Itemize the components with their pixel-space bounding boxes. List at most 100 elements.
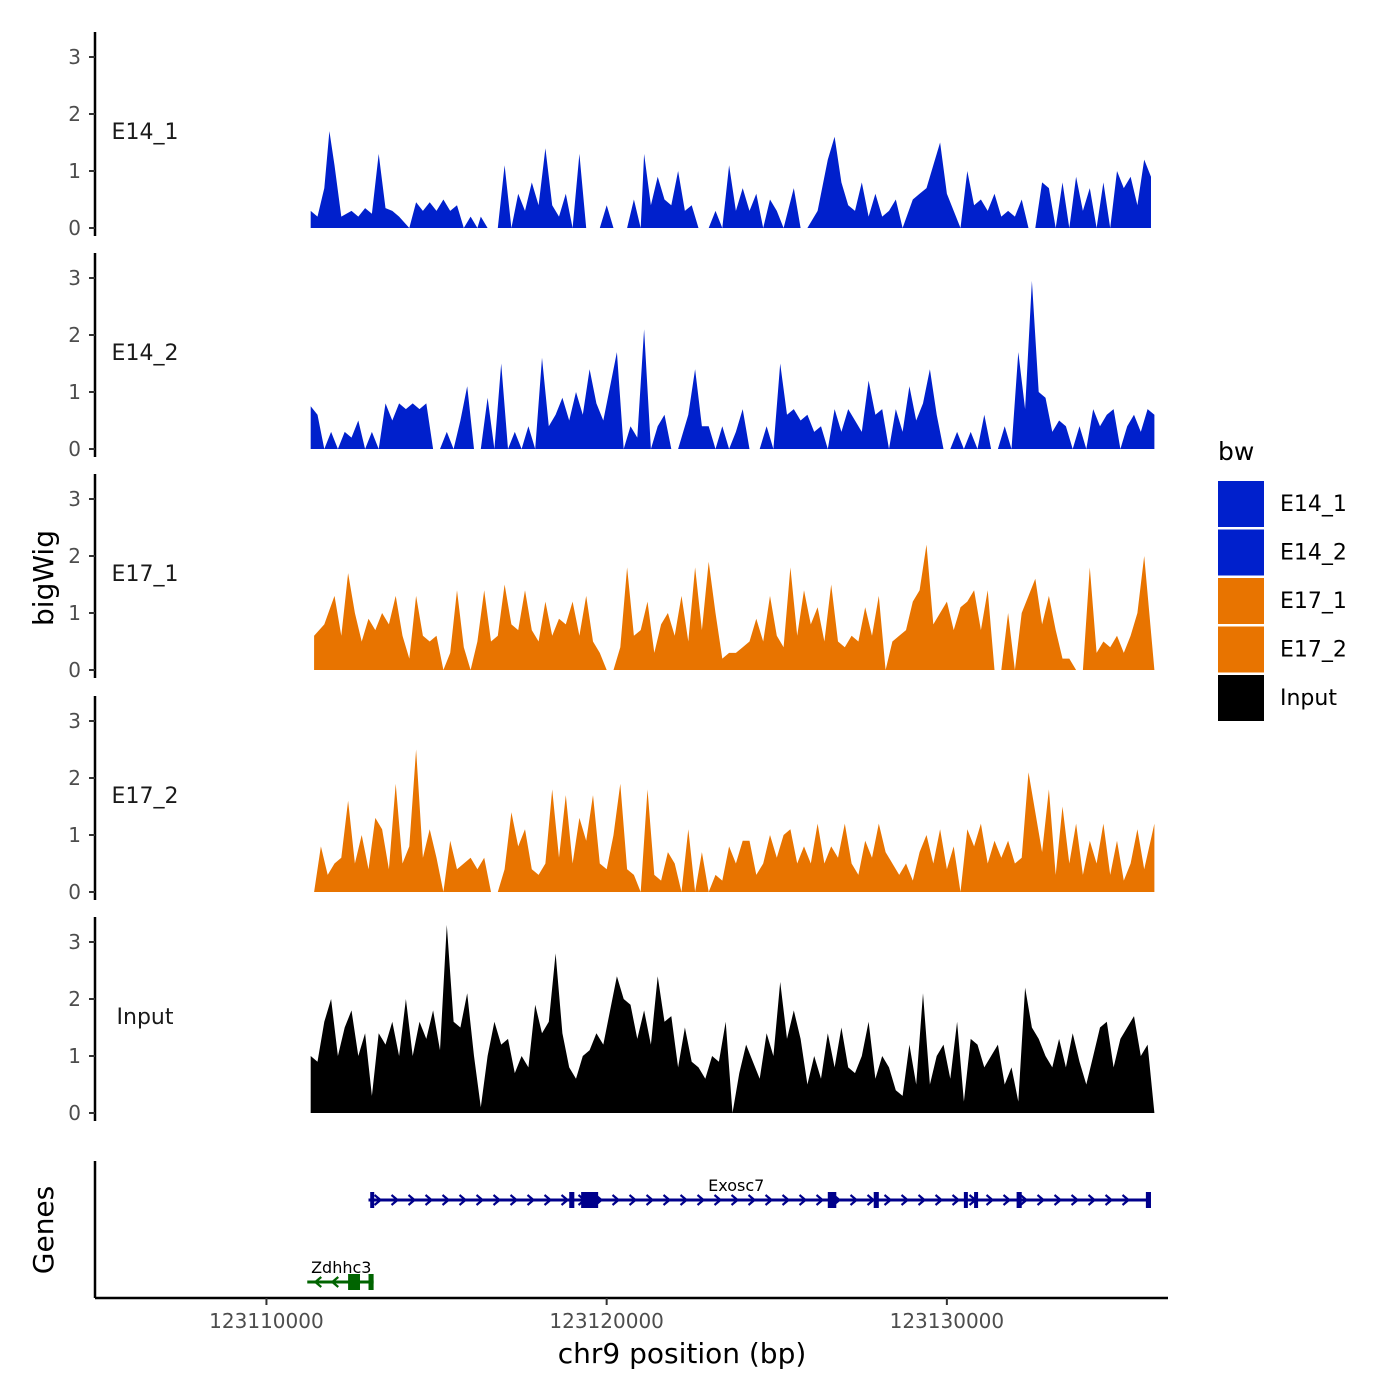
y-tick-label: 0	[68, 1101, 81, 1125]
signal-area	[310, 280, 1155, 449]
strand-arrow	[313, 1276, 322, 1288]
gene-label: Zdhhc3	[311, 1258, 371, 1277]
signal-tracks: 0 1 2 3 E14_1 0 1 2 3 E14_2 0 1 2 3 E17_1 0 1 2 3 E17_2 0 1 2 3…	[68, 32, 1155, 1125]
y-tick-label: 3	[68, 45, 81, 69]
legend-swatch	[1218, 578, 1264, 624]
signal-area	[314, 544, 1155, 670]
track-e14-2: 0 1 2 3 E14_2	[68, 253, 1155, 461]
strand-arrow	[526, 1194, 536, 1206]
legend-swatch	[1218, 675, 1264, 721]
strand-arrow	[917, 1194, 927, 1206]
y-axis-title: bigWig	[27, 530, 60, 626]
y-tick-label: 3	[68, 709, 81, 733]
exon	[963, 1192, 968, 1208]
y-tick-label: 0	[68, 880, 81, 904]
y-tick-label: 2	[68, 323, 81, 347]
strand-arrow	[475, 1194, 485, 1206]
strand-arrow	[645, 1194, 655, 1206]
strand-arrow	[662, 1194, 672, 1206]
y-tick-label: 3	[68, 266, 81, 290]
strand-arrow	[441, 1194, 451, 1206]
strand-arrow	[866, 1194, 876, 1206]
legend-swatch	[1218, 481, 1264, 527]
y-tick-label: 0	[68, 216, 81, 240]
strand-arrow	[883, 1194, 893, 1206]
strand-arrow	[985, 1194, 995, 1206]
y-tick-label: 2	[68, 766, 81, 790]
legend-swatch	[1218, 529, 1264, 576]
legend-label: E14_2	[1280, 541, 1347, 566]
legend: bw E14_1 E14_2 E17_1 E17_2 Input	[1218, 437, 1347, 721]
legend-item: E14_2	[1218, 529, 1347, 576]
x-tick-label: 123130000	[890, 1309, 1005, 1333]
strand-arrow	[458, 1194, 468, 1206]
legend-label: Input	[1280, 686, 1337, 711]
strand-arrow	[509, 1194, 519, 1206]
legend-label: E17_1	[1280, 589, 1347, 614]
exon	[348, 1274, 361, 1290]
strand-arrow	[373, 1194, 383, 1206]
track-e14-1: 0 1 2 3 E14_1	[68, 32, 1151, 240]
strand-arrow	[951, 1194, 961, 1206]
y-tick-label: 2	[68, 987, 81, 1011]
exon	[569, 1192, 575, 1208]
y-tick-label: 0	[68, 437, 81, 461]
strand-arrow	[1121, 1194, 1131, 1206]
strand-arrow	[1053, 1194, 1063, 1206]
legend-item: E17_1	[1218, 578, 1347, 624]
y-tick-label: 1	[68, 380, 81, 404]
strand-arrow	[424, 1194, 434, 1206]
track-input: 0 1 2 3 Input	[68, 917, 1155, 1125]
y-tick-label: 1	[68, 823, 81, 847]
legend-item: E14_1	[1218, 481, 1347, 527]
strand-arrow	[798, 1194, 808, 1206]
exon	[974, 1192, 979, 1208]
exon	[370, 1192, 375, 1208]
y-tick-label: 1	[68, 159, 81, 183]
strand-arrow	[611, 1194, 621, 1206]
legend-item: E17_2	[1218, 626, 1347, 673]
strand-arrow	[815, 1194, 825, 1206]
strand-arrow	[560, 1194, 570, 1206]
strand-arrow	[390, 1194, 400, 1206]
strand-arrow	[679, 1194, 689, 1206]
exon	[827, 1192, 837, 1208]
exon	[873, 1192, 879, 1208]
y-tick-label: 2	[68, 544, 81, 568]
strand-arrow	[1019, 1194, 1029, 1206]
y-tick-label: 0	[68, 658, 81, 682]
strand-arrow	[934, 1194, 944, 1206]
x-tick-label: 123120000	[549, 1309, 664, 1333]
genes-axis-title: Genes	[27, 1186, 60, 1274]
strand-arrow	[849, 1194, 859, 1206]
y-tick-label: 1	[68, 601, 81, 625]
legend-item: Input	[1218, 675, 1337, 721]
strand-arrow	[730, 1194, 740, 1206]
strand-arrow	[407, 1194, 417, 1206]
track-label: E17_1	[112, 562, 179, 587]
track-label: E14_2	[112, 341, 179, 366]
strand-arrow	[543, 1194, 553, 1206]
y-tick-label: 3	[68, 487, 81, 511]
signal-area	[310, 131, 1151, 228]
strand-arrow	[900, 1194, 910, 1206]
track-label: E17_2	[112, 784, 179, 809]
strand-arrow	[1036, 1194, 1046, 1206]
x-tick-label: 123110000	[209, 1309, 324, 1333]
track-e17-1: 0 1 2 3 E17_1	[68, 474, 1155, 682]
strand-arrow	[781, 1194, 791, 1206]
strand-arrow	[764, 1194, 774, 1206]
genes-panel: Zdhhc3 Exosc7	[93, 1161, 1151, 1298]
strand-arrow	[1070, 1194, 1080, 1206]
signal-area	[310, 924, 1155, 1113]
strand-arrow	[1002, 1194, 1012, 1206]
strand-arrow	[1104, 1194, 1114, 1206]
track-label: E14_1	[112, 120, 179, 145]
gene-exosc7: Exosc7	[368, 1176, 1151, 1208]
strand-arrow	[492, 1194, 502, 1206]
exon	[1145, 1192, 1151, 1208]
strand-arrow	[1087, 1194, 1097, 1206]
legend-swatch	[1218, 626, 1264, 673]
x-axis-title: chr9 position (bp)	[558, 1337, 807, 1370]
